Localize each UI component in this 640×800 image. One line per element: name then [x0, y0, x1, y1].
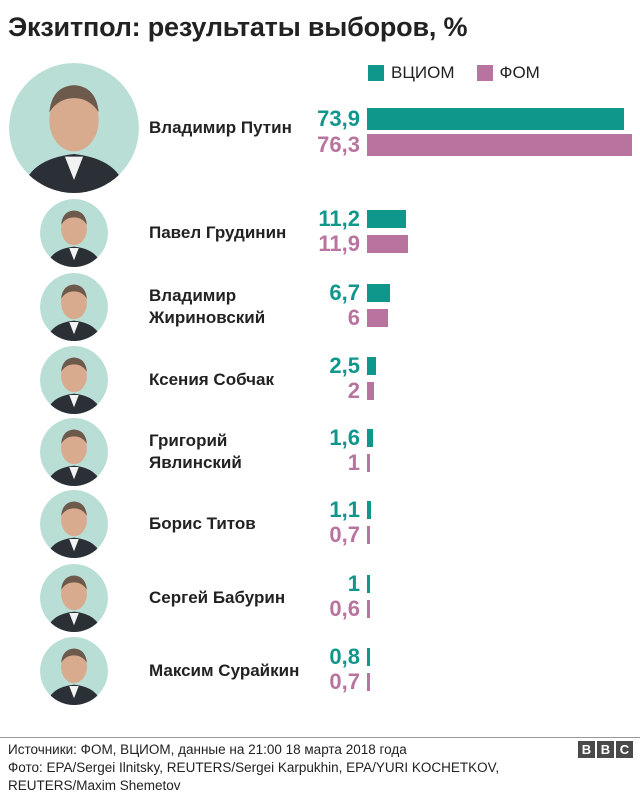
- data-label: 0,7: [329, 669, 360, 694]
- data-label: 73,9: [317, 106, 360, 131]
- candidate-photo: [40, 564, 108, 632]
- bar: [367, 382, 374, 400]
- footer-sources: Источники: ФОМ, ВЦИОМ, данные на 21:00 1…: [8, 742, 407, 757]
- bar: [367, 309, 388, 327]
- candidate-name-line: Максим Сурайкин: [149, 661, 300, 680]
- candidate-name-line: Борис Титов: [149, 514, 256, 533]
- legend: ВЦИОМ ФОМ: [368, 63, 562, 83]
- candidate-photo: [40, 418, 108, 486]
- candidate-photo: [40, 637, 108, 705]
- bar: [367, 673, 370, 691]
- data-label: 1,6: [329, 425, 360, 450]
- bar: [367, 526, 370, 544]
- bar: [367, 454, 371, 472]
- footer-divider: [0, 737, 640, 738]
- data-label: 1: [347, 450, 360, 475]
- data-label: 1,1: [329, 497, 360, 522]
- legend-label-vciom: ВЦИОМ: [391, 63, 455, 82]
- data-label: 6,7: [329, 280, 360, 305]
- candidate-name-line: Ксения Собчак: [149, 370, 274, 389]
- legend-item-fom: ФОМ: [476, 63, 540, 83]
- bar: [367, 284, 391, 302]
- candidate-name: Ксения Собчак: [149, 369, 274, 391]
- candidate-photo: [40, 273, 108, 341]
- data-label: 11,2: [318, 206, 360, 231]
- data-label: 2,5: [329, 353, 360, 378]
- data-label: 76,3: [317, 132, 360, 157]
- footer: Источники: ФОМ, ВЦИОМ, данные на 21:00 1…: [8, 741, 588, 795]
- candidate-name: Максим Сурайкин: [149, 660, 299, 682]
- candidate-name-line: Владимир Путин: [149, 118, 292, 137]
- bbc-logo-letter: B: [597, 741, 614, 758]
- bbc-logo-letter: C: [616, 741, 633, 758]
- bar: [367, 600, 370, 618]
- candidate-name-line: Григорий: [149, 431, 228, 450]
- legend-item-vciom: ВЦИОМ: [368, 63, 455, 83]
- candidate-photo: [40, 199, 108, 267]
- candidate-name-line: Павел Грудинин: [149, 223, 287, 242]
- bar: [367, 648, 370, 666]
- bar: [367, 357, 376, 375]
- data-label: 11,9: [318, 231, 360, 256]
- candidate-name: Сергей Бабурин: [149, 587, 285, 609]
- data-label: 0,6: [329, 596, 360, 621]
- data-label: 2: [347, 378, 360, 403]
- candidate-photo: [40, 490, 108, 558]
- bar: [367, 429, 373, 447]
- data-label: 0,7: [329, 522, 360, 547]
- data-label: 6: [347, 305, 360, 330]
- candidate-name: Борис Титов: [149, 513, 256, 535]
- legend-swatch-fom: [476, 65, 493, 81]
- legend-label-fom: ФОМ: [499, 63, 540, 82]
- bar: [367, 134, 632, 156]
- bar: [367, 575, 371, 593]
- bar: [367, 210, 406, 228]
- bar: [367, 501, 371, 519]
- candidate-name-line: Владимир: [149, 286, 237, 305]
- candidate-name: Владимир Путин: [149, 117, 292, 139]
- candidate-name-line: Сергей Бабурин: [149, 588, 286, 607]
- candidate-name: Владимир Жириновский: [149, 285, 265, 329]
- data-label: 0,8: [329, 644, 360, 669]
- bbc-logo-letter: B: [578, 741, 595, 758]
- chart-title: Экзитпол: результаты выборов, %: [8, 12, 468, 42]
- bar: [367, 235, 409, 253]
- candidate-name: Павел Грудинин: [149, 222, 286, 244]
- data-label: 1: [347, 571, 360, 596]
- candidate-name-line: Жириновский: [149, 308, 266, 327]
- candidate-photo: [9, 63, 139, 193]
- candidate-photo: [40, 346, 108, 414]
- bbc-logo: B B C: [576, 741, 633, 758]
- bar: [367, 108, 624, 130]
- legend-swatch-vciom: [368, 65, 384, 81]
- footer-photo-credits: Фото: EPA/Sergei Ilnitsky, REUTERS/Serge…: [8, 760, 500, 793]
- candidate-name: Григорий Явлинский: [149, 430, 242, 474]
- candidate-name-line: Явлинский: [149, 453, 242, 472]
